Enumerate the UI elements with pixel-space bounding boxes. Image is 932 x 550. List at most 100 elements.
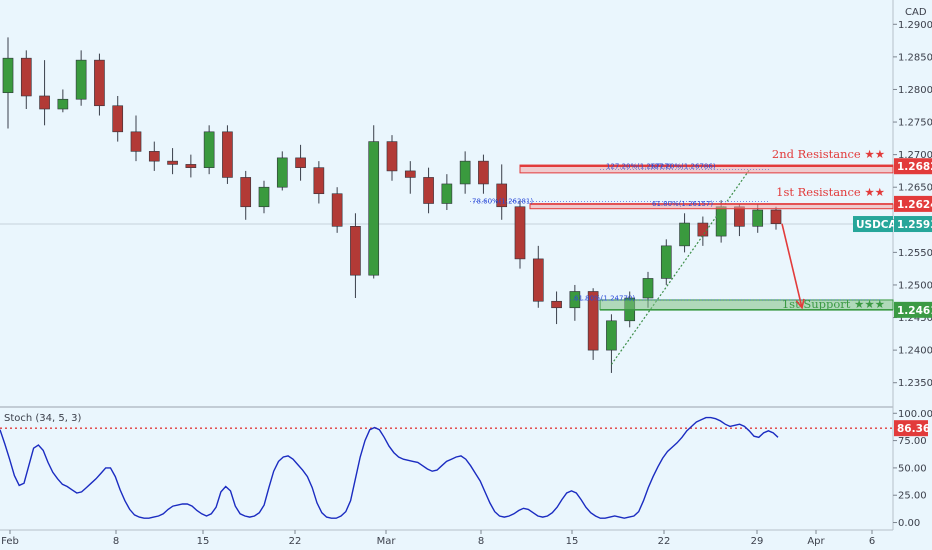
level-price-tag-text: 1.24618 [897,305,932,317]
stoch-tick-label: 50.00 [898,463,927,474]
candle [112,95,124,142]
fib-label: 127.20%(1.26727) [606,162,672,170]
candle-body [148,151,160,162]
candle [39,60,50,126]
candle [478,154,489,194]
candle [167,148,178,175]
candle-body [350,226,361,276]
candle-body [240,177,252,208]
candle [20,50,32,110]
candle-body [642,278,654,299]
price-tick-label: 1.26500 [898,183,932,194]
candle [94,53,105,116]
candle-body [386,141,398,172]
candle [368,125,380,279]
price-tick-label: 1.27000 [898,150,932,161]
candle [514,200,526,269]
candle [606,314,617,373]
candle-body [423,177,434,204]
time-tick-label: Mar [377,536,397,547]
candle [130,115,142,162]
time-tick-label: 15 [566,536,579,547]
candle-body [569,291,581,309]
candle-body [185,164,197,168]
level-name: 1st Support ★★★ [782,297,885,311]
time-tick-label: 22 [289,536,302,547]
price-tick-label: 1.24000 [898,346,932,357]
price-tick-label: 1.28000 [898,85,932,96]
level-price-tag: 1.26244 [894,195,932,212]
candle [441,174,453,211]
fib-label: 61.80%(1.26157) [652,200,713,208]
candle-body [715,206,727,237]
level-price-tag-text: 1.26822 [897,161,932,173]
candle [222,125,233,184]
candle-body [295,157,306,168]
candle-body [752,209,764,227]
candle [240,170,252,220]
price-tick-label: 1.25000 [898,280,932,291]
candle [350,213,361,298]
overbought-tag-bg [894,420,928,437]
projection-arrow-line [781,223,803,308]
level-price-tag: 1.26822 [894,158,932,175]
stoch-tick-label: 25.00 [898,491,927,502]
candle-body [514,206,526,260]
current-price-tag-text: 1.25935 [897,219,932,231]
candle [386,135,398,181]
symbol-tag-text: USDCAD [856,219,906,231]
stoch-tick-label: 75.00 [898,436,927,447]
candle-body [313,167,325,195]
stoch-tick-label: 0.00 [898,518,920,529]
time-tick-label: Feb [1,536,19,547]
candle-body [532,258,544,302]
price-tick-label: 1.29000 [898,20,932,31]
currency-label: CAD [905,7,927,18]
time-tick-label: 6 [869,536,875,547]
candle [404,161,416,194]
price-tick-label: 1.25500 [898,248,932,259]
stoch-title: Stoch (34, 5, 3) [4,413,81,424]
time-tick-label: 8 [478,536,484,547]
price-tick-label: 1.27500 [898,118,932,129]
candle-body [94,59,105,107]
candle-body [368,141,380,276]
time-tick-label: Apr [807,536,825,547]
candle [679,213,690,253]
candle-body [660,245,672,279]
candle-body [167,160,178,165]
candle [276,151,288,191]
candle [569,284,581,321]
price-tick-label: 1.24500 [898,313,932,324]
candle-body [496,183,508,208]
candle [331,187,343,233]
candle-body [2,57,14,94]
candles [2,37,782,373]
time-tick-label: 22 [658,536,671,547]
candle-body [331,193,343,227]
level-price-tag-bg [894,195,932,212]
candle [148,141,160,171]
overbought-tag: 86.36 [894,420,930,437]
fib-label: 61.80%(1.24770) [574,295,635,303]
candle [185,154,197,178]
candle-body [404,170,416,178]
candle-body [20,57,32,97]
time-tick-label: 15 [197,536,210,547]
candle-body [75,59,87,100]
projection-arrow-head [795,298,805,310]
current-price-tag-bg [894,216,932,233]
candle-body [258,186,270,208]
candle [2,37,14,129]
stoch-tick-label: 100.00 [898,409,932,420]
candle-body [39,95,50,110]
candle-body [276,157,288,188]
level-price-tag-bg [894,301,932,318]
price-tick-label: 1.28500 [898,52,932,63]
candle-body [441,183,453,204]
level-name: 1st Resistance ★★ [776,185,885,199]
fib-label: 127.20%(1.26786) [650,162,716,170]
